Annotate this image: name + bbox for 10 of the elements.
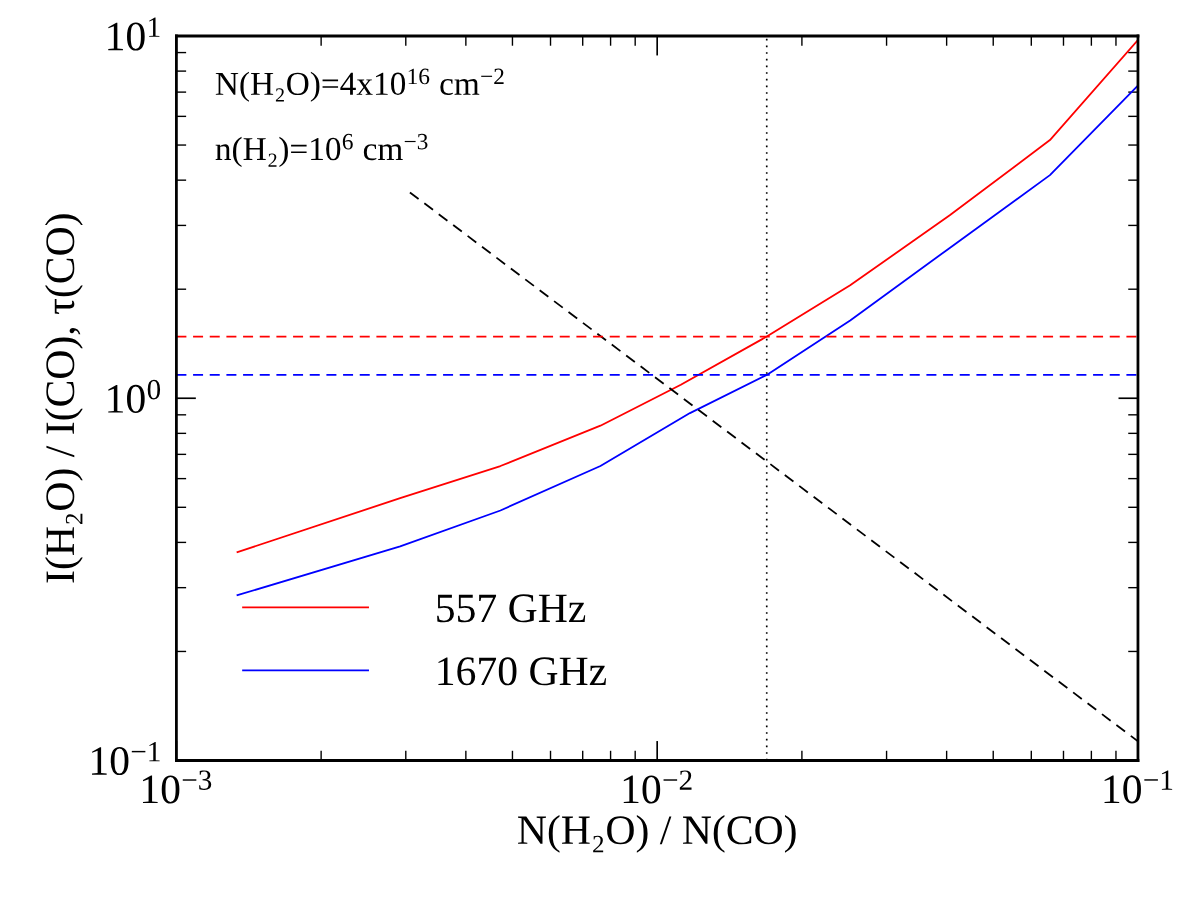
y-axis-title: I(H₂O) / I(CO), τ(CO) xyxy=(45,214,83,583)
x-tick-label: 10$^{−2}$ xyxy=(623,770,692,804)
legend-label: 557 GHz xyxy=(437,594,586,623)
x-axis-title: N(H₂O) / N(CO) xyxy=(518,814,796,853)
annotation: n(H₂)=10$^{6}$ cm$^{−3}$ xyxy=(215,133,428,168)
legend-label: 1670 GHz xyxy=(438,657,606,686)
y-tick-label: 10$^{0}$ xyxy=(108,379,161,413)
annotation: N(H₂O)=4x10$^{16}$ cm$^{−2}$ xyxy=(215,68,504,102)
y-tick-label: 10$^{1}$ xyxy=(108,17,160,51)
x-tick-label: 10$^{−1}$ xyxy=(1104,770,1173,804)
